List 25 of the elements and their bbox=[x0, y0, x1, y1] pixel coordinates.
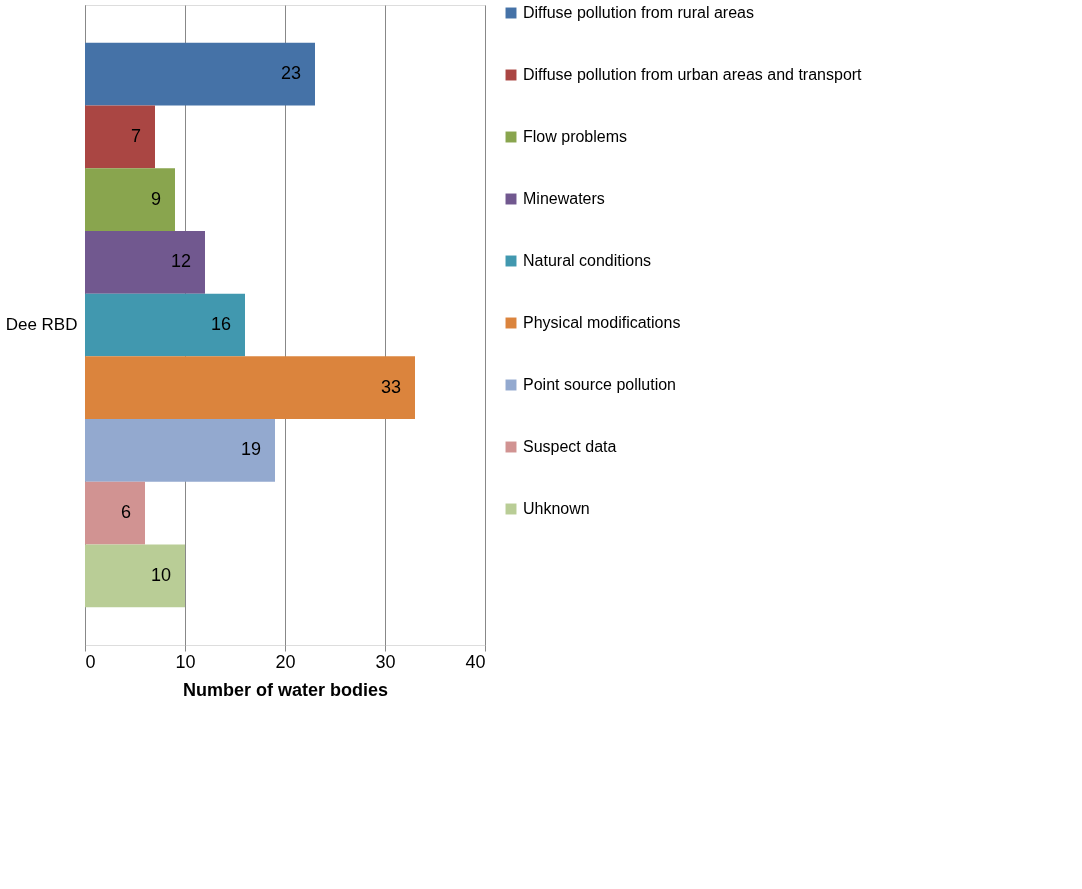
x-tick-label: 10 bbox=[175, 651, 196, 672]
data-label: 16 bbox=[210, 314, 231, 334]
legend-label: Flow problems bbox=[523, 128, 628, 145]
data-label: 23 bbox=[280, 63, 301, 84]
legend-label: Suspect data bbox=[523, 438, 617, 455]
y-tick-label: Dee RBD bbox=[5, 315, 78, 334]
legend-label: Diffuse pollution from urban areas and transport bbox=[523, 66, 863, 83]
legend-label: Uhknown bbox=[523, 500, 590, 517]
legend-label: Diffuse pollution from rural areas bbox=[523, 4, 754, 21]
x-tick-label: 0 bbox=[85, 651, 96, 672]
x-axis-title: Number of water bodies bbox=[182, 679, 389, 700]
legend-label: Physical modifications bbox=[523, 314, 681, 331]
legend-label: Minewaters bbox=[523, 190, 605, 207]
x-tick-label: 20 bbox=[275, 651, 296, 672]
data-label: 19 bbox=[240, 439, 261, 460]
data-label: 7 bbox=[130, 125, 141, 146]
data-label: 6 bbox=[120, 502, 131, 523]
data-label: 9 bbox=[150, 188, 161, 209]
legend-label: Natural conditions bbox=[523, 252, 652, 269]
legend-label: Point source pollution bbox=[523, 376, 676, 393]
data-label: 12 bbox=[170, 251, 191, 272]
data-label: 10 bbox=[150, 564, 171, 585]
data-label: 33 bbox=[380, 376, 401, 397]
x-tick-label: 40 bbox=[465, 651, 486, 672]
x-tick-label: 30 bbox=[375, 651, 396, 672]
